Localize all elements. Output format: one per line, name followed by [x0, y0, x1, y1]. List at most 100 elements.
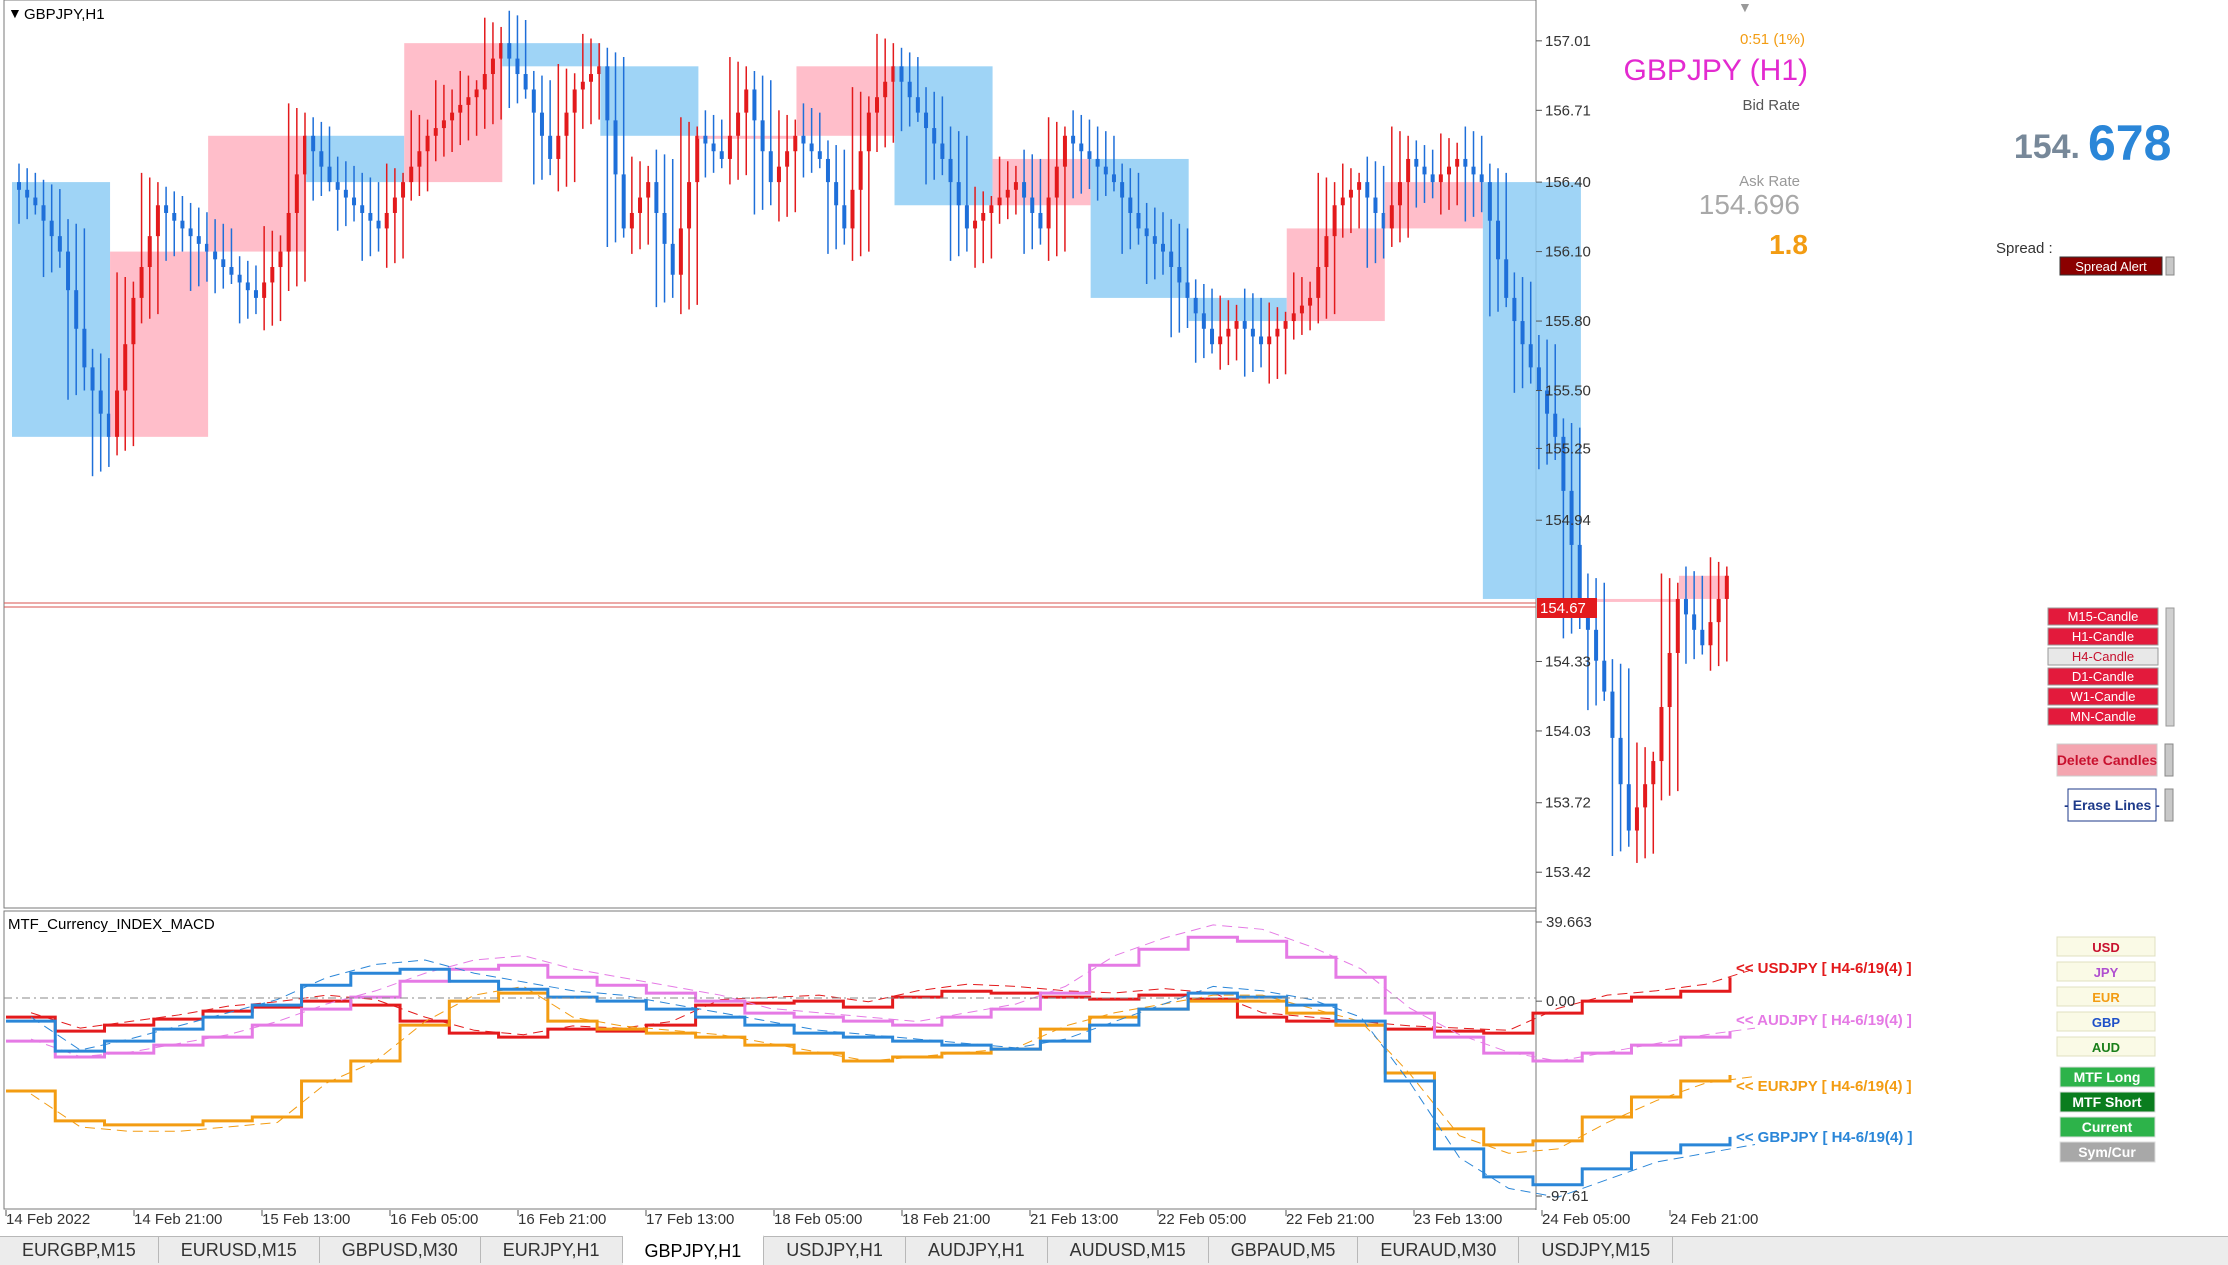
candle-body [556, 135, 561, 159]
candle-body [278, 251, 283, 268]
candle-body [605, 66, 610, 121]
candle-body [548, 135, 553, 159]
price-tick-label: 154.94 [1545, 512, 1591, 529]
delete-candles-button[interactable] [2056, 743, 2158, 777]
mode-button[interactable] [2059, 1141, 2156, 1163]
legend-button-gbp[interactable] [2056, 1011, 2156, 1032]
candle-body [719, 151, 724, 159]
candle-body [801, 135, 806, 144]
time-tick-label: 14 Feb 2022 [6, 1211, 90, 1228]
erase-lines-button[interactable] [2067, 788, 2157, 822]
mode-button-label: Sym/Cur [2078, 1144, 2136, 1160]
spread-alert-button[interactable] [2059, 256, 2163, 276]
time-tick-label: 22 Feb 05:00 [1158, 1211, 1246, 1228]
candle-body [850, 189, 855, 229]
price-tick-label: 154.33 [1545, 653, 1591, 670]
candle-button[interactable] [2047, 667, 2159, 686]
candle-body [1250, 328, 1255, 337]
candle-body [1005, 189, 1010, 198]
mode-button[interactable] [2059, 1091, 2156, 1113]
candle-body [1536, 367, 1541, 391]
candle-button[interactable] [2047, 687, 2159, 706]
price-tick-label: 157.01 [1545, 33, 1591, 50]
candle-body [343, 189, 348, 198]
candle-body [1438, 174, 1443, 183]
candle-body [262, 282, 267, 298]
candle-body [1087, 151, 1092, 159]
candle-body [131, 297, 136, 345]
legend-label: JPY [2094, 965, 2119, 980]
tab-eurjpy-h1[interactable]: EURJPY,H1 [481, 1237, 623, 1263]
candle-button[interactable] [2047, 707, 2159, 726]
tab-gbpjpy-h1[interactable]: GBPJPY,H1 [622, 1235, 765, 1265]
tab-audjpy-h1[interactable]: AUDJPY,H1 [906, 1237, 1048, 1263]
candle-buttons-handle[interactable] [2165, 607, 2175, 727]
candle-body [1675, 598, 1680, 653]
chart-area[interactable]: 157.01 156.71 156.40 156.10 155.80 155.50 155.… [0, 0, 2228, 1236]
candle-body [956, 182, 961, 206]
candle-body [891, 66, 896, 82]
candle-body [817, 151, 822, 159]
current-price-tag [1537, 598, 1597, 618]
mode-button[interactable] [2059, 1116, 2156, 1138]
candle-button[interactable] [2047, 647, 2159, 666]
tab-euraud-m30[interactable]: EURAUD,M30 [1358, 1237, 1520, 1263]
candle-body [1234, 321, 1239, 329]
candle-body [1054, 166, 1059, 198]
indicator-tick-label: 39.663 [1546, 914, 1592, 931]
legend-button-jpy[interactable] [2056, 961, 2156, 982]
candle-body [1308, 297, 1313, 306]
price-tick-label: 156.10 [1545, 244, 1591, 261]
candle-body [621, 174, 626, 229]
candle-body [523, 74, 528, 90]
candle-body [213, 251, 218, 260]
chart-menu-triangle-icon[interactable]: ▼ [8, 5, 22, 21]
indicator-signal-usdjpy [30, 968, 1756, 1036]
time-tick-label: 14 Feb 21:00 [134, 1211, 222, 1228]
erase-lines-handle[interactable] [2164, 788, 2174, 822]
candle-body [147, 236, 152, 268]
candle-body [703, 135, 708, 144]
tab-usdjpy-h1[interactable]: USDJPY,H1 [764, 1237, 906, 1263]
candle-body [1291, 313, 1296, 322]
tab-usdjpy-m15[interactable]: USDJPY,M15 [1519, 1237, 1674, 1263]
tab-gbpaud-m5[interactable]: GBPAUD,M5 [1209, 1237, 1359, 1263]
candle-button[interactable] [2047, 627, 2159, 646]
tab-eurusd-m15[interactable]: EURUSD,M15 [159, 1237, 320, 1263]
candle-body [1512, 297, 1517, 322]
legend-button-eur[interactable] [2056, 986, 2156, 1007]
candle-body [1406, 158, 1411, 183]
candle-body [924, 112, 929, 129]
candle-body [41, 205, 46, 221]
candle-body [678, 228, 683, 275]
candle-body [1683, 598, 1688, 615]
shift-marker-icon[interactable]: ▼ [1738, 0, 1752, 15]
candle-body [1316, 267, 1321, 298]
legend-button-usd[interactable] [2056, 936, 2156, 957]
indicator-panel[interactable] [3, 910, 1537, 1210]
legend-label: USD [2092, 940, 2119, 955]
candle-body [662, 212, 667, 244]
delete-candles-handle[interactable] [2164, 743, 2174, 777]
tab-eurgbp-m15[interactable]: EURGBP,M15 [0, 1237, 159, 1263]
legend-button-aud[interactable] [2056, 1036, 2156, 1057]
candle-body [760, 120, 765, 152]
candle-body [613, 120, 618, 175]
candle-body [1594, 629, 1599, 661]
candle-body [564, 112, 569, 136]
tab-gbpusd-m30[interactable]: GBPUSD,M30 [320, 1237, 481, 1263]
candle-body [1348, 189, 1353, 198]
bid-rate-label: Bid Rate [1742, 97, 1800, 114]
tab-audusd-m15[interactable]: AUDUSD,M15 [1048, 1237, 1209, 1263]
price-tick-label: 155.80 [1545, 313, 1591, 330]
candle-body [466, 97, 471, 105]
candle-body [1136, 212, 1141, 229]
candle-body [572, 89, 577, 113]
candle-body [1210, 328, 1215, 345]
candle-button[interactable] [2047, 607, 2159, 626]
mode-button[interactable] [2059, 1066, 2156, 1088]
spread-alert-handle[interactable] [2165, 256, 2175, 276]
candle-body [327, 166, 332, 183]
price-tick-label: 153.72 [1545, 795, 1591, 812]
candle-body [1169, 251, 1174, 268]
